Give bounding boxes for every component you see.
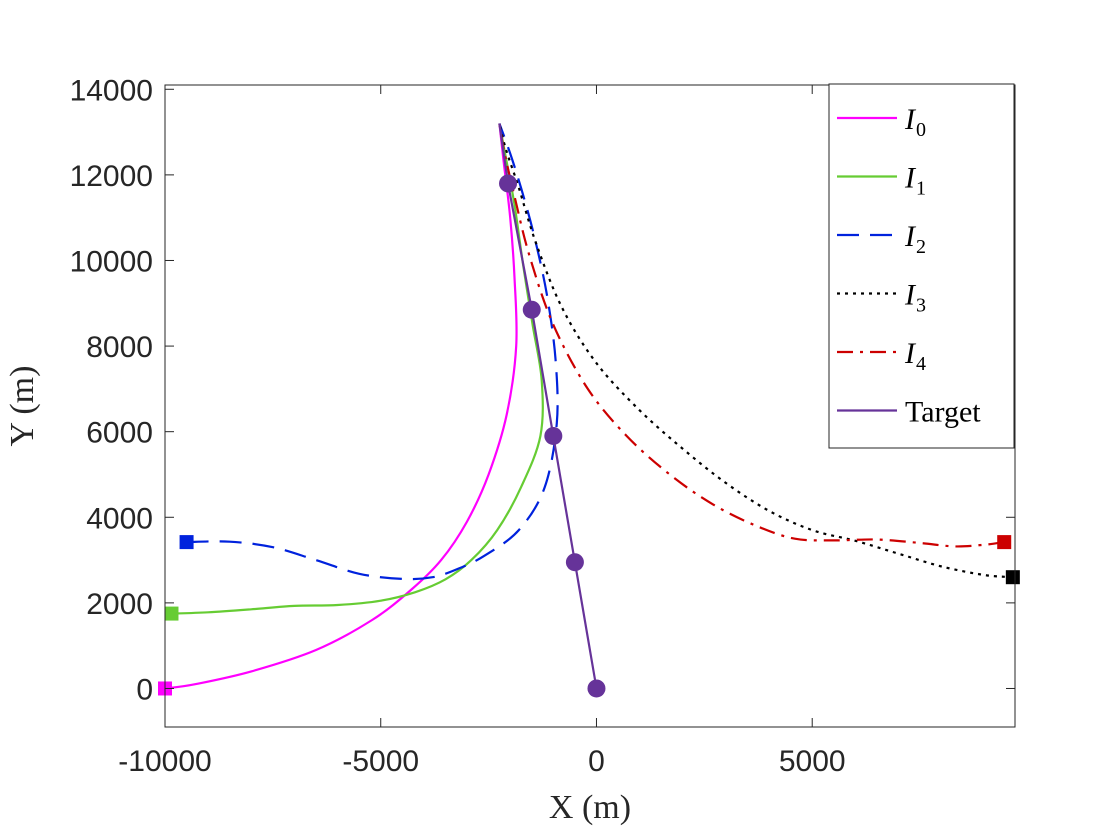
legend-box — [828, 83, 1015, 449]
x-axis-label: X (m) — [549, 789, 631, 826]
x-tick-label: 0 — [588, 745, 605, 778]
y-tick-label: 14000 — [70, 74, 153, 107]
series-line-i3 — [498, 123, 1013, 579]
y-tick-label: 6000 — [86, 417, 153, 450]
y-axis-label: Y (m) — [4, 366, 41, 447]
target-point — [565, 553, 584, 572]
y-tick-label: 2000 — [86, 588, 153, 621]
series-line-i2 — [186, 123, 559, 581]
legend-label-i3: I3 — [904, 279, 926, 317]
target-point — [544, 426, 563, 445]
y-tick-label: 8000 — [86, 331, 153, 364]
series-line-i0 — [164, 123, 518, 690]
series-line-i4 — [498, 123, 1005, 548]
legend-label-i1: I1 — [904, 162, 926, 200]
legend-label-i2: I2 — [904, 220, 926, 258]
target-point — [499, 174, 518, 193]
series-line-i1 — [171, 123, 544, 615]
y-tick-label: 10000 — [70, 245, 153, 278]
y-axis: 0 2000 4000 6000 8000 10000 12000 14000 — [70, 74, 1015, 706]
start-marker-i3 — [1005, 570, 1020, 585]
legend-label-i0: I0 — [904, 103, 926, 141]
start-marker-i4 — [997, 535, 1012, 550]
plot-markers — [158, 174, 1020, 698]
legend-label-i4: I4 — [904, 337, 926, 375]
legend: I0 I1 I2 I3 I4 Target — [828, 83, 1015, 449]
x-tick-label: 5000 — [779, 745, 846, 778]
y-tick-label: 4000 — [86, 502, 153, 535]
y-tick-label: 12000 — [70, 160, 153, 193]
x-tick-label: -10000 — [118, 745, 211, 778]
plot-lines — [164, 123, 1013, 690]
target-point — [587, 679, 606, 698]
plot-frame — [164, 84, 1016, 728]
y-tick-label: 0 — [136, 673, 153, 706]
x-tick-label: -5000 — [342, 745, 419, 778]
start-marker-i1 — [164, 606, 179, 621]
series-line-target — [498, 123, 598, 689]
legend-label-target: Target — [905, 396, 981, 429]
target-point — [522, 300, 541, 319]
x-axis: -10000 -5000 0 5000 — [118, 85, 846, 778]
start-marker-i2 — [179, 535, 194, 550]
